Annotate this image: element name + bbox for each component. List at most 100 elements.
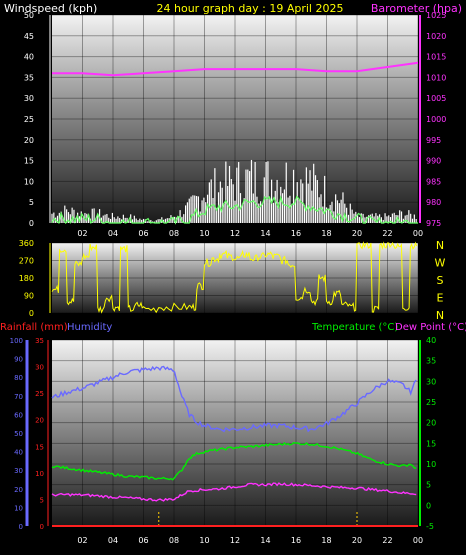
temp-y-tick-label: 5	[426, 481, 431, 490]
wind-y-tick-label: 0	[29, 219, 34, 228]
humidity-y-tick-label: 60	[14, 411, 23, 419]
wind-x-tick-label: 16	[291, 229, 301, 238]
rain-y-tick-label: 5	[40, 496, 44, 504]
baro-y-tick-label: 1005	[426, 94, 446, 103]
direction-y-tick-label: 90	[24, 292, 34, 301]
humidity-y-tick-label: 10	[14, 504, 23, 512]
wind-y-tick-label: 15	[24, 157, 34, 166]
temp-y-tick-label: -5	[426, 522, 434, 531]
temp-x-tick-label: 06	[138, 536, 148, 545]
compass-label: N	[436, 309, 444, 322]
temperature-axis-label: Temperature (°C)	[311, 322, 398, 333]
baro-y-tick-label: 1010	[426, 73, 446, 82]
temperature-axes: -505101520253035400102030405060708090100…	[10, 336, 437, 545]
direction-y-tick-label: 0	[29, 309, 34, 318]
temperature-plot-area	[52, 340, 418, 526]
graph-title: 24 hour graph day : 19 April 2025	[157, 2, 344, 15]
temp-y-tick-label: 10	[426, 460, 436, 469]
rain-y-tick-label: 25	[35, 390, 44, 398]
wind-y-tick-label: 35	[24, 73, 34, 82]
humidity-y-tick-label: 70	[14, 393, 23, 401]
compass-label: N	[436, 239, 444, 252]
humidity-y-tick-label: 40	[14, 449, 23, 457]
temp-x-tick-label: 08	[169, 536, 179, 545]
wind-y-tick-label: 5	[29, 198, 34, 207]
temp-x-tick-label: 00	[413, 536, 423, 545]
temp-x-tick-label: 10	[199, 536, 209, 545]
wind-y-tick-label: 10	[24, 177, 34, 186]
direction-y-tick-label: 180	[19, 274, 34, 283]
rain-y-tick-label: 10	[35, 470, 44, 478]
baro-y-tick-label: 1000	[426, 115, 446, 124]
temp-x-tick-label: 14	[260, 536, 270, 545]
temp-x-tick-label: 02	[77, 536, 87, 545]
baro-axis-label: Barometer (hpa)	[371, 2, 462, 15]
wind-y-tick-label: 40	[24, 53, 34, 62]
temp-y-tick-label: 0	[426, 501, 431, 510]
humidity-y-tick-label: 20	[14, 486, 23, 494]
temperature-line	[51, 441, 417, 481]
temp-x-tick-label: 12	[230, 536, 240, 545]
wind-x-tick-label: 12	[230, 229, 240, 238]
baro-y-tick-label: 985	[426, 177, 441, 186]
temp-y-tick-label: 15	[426, 439, 436, 448]
temp-y-tick-label: 20	[426, 419, 436, 428]
wind-x-tick-label: 06	[138, 229, 148, 238]
humidity-line	[51, 365, 417, 433]
humidity-y-tick-label: 30	[14, 467, 23, 475]
barometer-line	[52, 61, 419, 77]
wind-average-line	[51, 195, 418, 225]
baro-y-tick-label: 1025	[426, 11, 446, 20]
wind-y-tick-label: 25	[24, 115, 34, 124]
direction-y-tick-label: 270	[19, 257, 34, 266]
wind-series	[51, 61, 419, 225]
wind-x-tick-label: 14	[260, 229, 270, 238]
humidity-y-tick-label: 50	[14, 430, 23, 438]
baro-y-tick-label: 1015	[426, 53, 446, 62]
humidity-y-tick-label: 80	[14, 374, 23, 382]
compass-label: S	[437, 274, 444, 287]
temp-x-tick-label: 04	[108, 536, 118, 545]
wind-plot-area	[52, 15, 418, 223]
rain-y-tick-label: 35	[35, 337, 44, 345]
wind-y-tick-label: 45	[24, 32, 34, 41]
wind-y-tick-label: 30	[24, 94, 34, 103]
humidity-y-tick-label: 100	[10, 337, 23, 345]
dew-point-axis-label: Dew Point (°C)	[395, 322, 466, 333]
wind-grid	[52, 14, 419, 224]
wind-direction-line	[51, 241, 418, 314]
temp-x-tick-label: 16	[291, 536, 301, 545]
temp-y-tick-label: 35	[426, 357, 436, 366]
temp-y-tick-label: 25	[426, 398, 436, 407]
wind-y-tick-label: 50	[24, 11, 34, 20]
temp-y-tick-label: 40	[426, 336, 436, 345]
rain-y-tick-label: 20	[35, 417, 44, 425]
rain-y-tick-label: 30	[35, 364, 44, 372]
direction-grid	[52, 242, 419, 314]
temp-y-tick-label: 30	[426, 377, 436, 386]
baro-y-tick-label: 980	[426, 198, 441, 207]
wind-axis-label: Windspeed (kph)	[4, 2, 97, 15]
wind-axes: 0510152025303540455097598098599099510001…	[24, 11, 447, 238]
temp-x-tick-label: 20	[352, 536, 362, 545]
wind-x-tick-label: 10	[199, 229, 209, 238]
baro-y-tick-label: 995	[426, 136, 441, 145]
wind-x-tick-label: 22	[382, 229, 392, 238]
dew-point-line	[51, 482, 417, 502]
wind-x-tick-label: 02	[77, 229, 87, 238]
rain-y-tick-label: 0	[40, 523, 44, 531]
compass-label: W	[435, 257, 446, 270]
temp-x-tick-label: 22	[382, 536, 392, 545]
humidity-y-tick-label: 90	[14, 356, 23, 364]
wind-x-tick-label: 08	[169, 229, 179, 238]
baro-y-tick-label: 1020	[426, 32, 446, 41]
rain-y-tick-label: 15	[35, 443, 44, 451]
wind-x-tick-label: 04	[108, 229, 118, 238]
humidity-axis-label: Humidity	[67, 322, 112, 333]
wind-x-tick-label: 00	[413, 229, 423, 238]
compass-label: E	[437, 292, 444, 305]
humidity-y-tick-label: 0	[19, 523, 23, 531]
baro-y-tick-label: 975	[426, 219, 441, 228]
